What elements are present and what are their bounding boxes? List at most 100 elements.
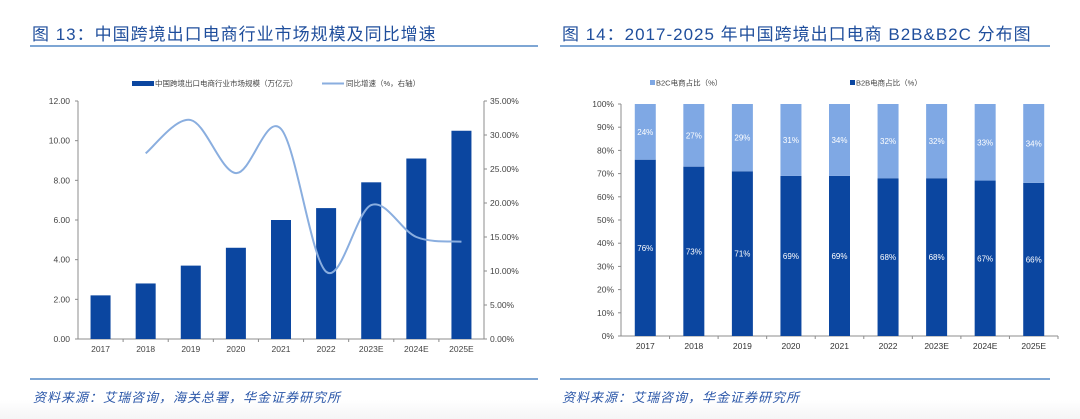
b2b-share-bar — [731, 171, 753, 336]
b2b-data-label: 71% — [734, 250, 750, 259]
b2c-share-bar — [877, 104, 899, 179]
x-tick-label: 2023E — [924, 341, 949, 351]
x-tick-label: 2024E — [973, 341, 998, 351]
y-tick-label: 60% — [597, 192, 614, 202]
right-tick-label: 5.00% — [490, 300, 515, 310]
left-tick-label: 8.00 — [53, 175, 70, 185]
b2c-data-label: 29% — [734, 134, 750, 143]
b2c-share-bar — [829, 104, 850, 176]
left-tick-label: 4.00 — [53, 255, 70, 265]
b2b-share-bar — [683, 166, 705, 336]
b2c-data-label: 32% — [929, 137, 945, 146]
right-tick-label: 30.00% — [490, 130, 519, 140]
market-size-bar — [135, 283, 156, 339]
b2b-data-label: 69% — [783, 252, 799, 261]
x-tick-label: 2017 — [91, 344, 110, 354]
legend-swatch-b2c — [650, 80, 655, 85]
right-tick-label: 0.00% — [490, 334, 515, 344]
x-tick-label: 2025E — [1021, 341, 1046, 351]
market-size-bar — [361, 182, 382, 339]
b2c-share-bar — [634, 104, 656, 160]
market-size-bar — [271, 220, 291, 339]
market-size-chart: 0.00 2.00 4.00 6.00 8.00 10.00 12.00 0.00% 5.00%… — [49, 78, 520, 354]
b2c-data-label: 27% — [686, 131, 702, 140]
b2b-share-bar — [634, 159, 656, 336]
x-tick-label: 2018 — [684, 341, 703, 351]
market-size-bar — [316, 208, 337, 339]
x-tick-label: 2020 — [781, 341, 800, 351]
left-tick-label: 6.00 — [53, 215, 70, 225]
figure-13-source: 资料来源：艾瑞咨询，海关总署，华金证券研究所 — [33, 391, 342, 406]
y-tick-label: 70% — [597, 169, 614, 179]
b2b-b2c-share-chart: 0% 10% 20% 30% 40% 50% 60% 70% 80% 90% 100% 2017 201… — [592, 78, 1059, 351]
x-tick-label: 2021 — [830, 341, 849, 351]
b2b-share-bar — [829, 175, 850, 336]
title-rule — [560, 45, 1050, 47]
b2c-data-label: 24% — [637, 128, 653, 137]
legend-label-b2b: B2B电商占比（%） — [856, 78, 922, 88]
x-tick-label: 2025E — [449, 344, 474, 354]
y-tick-label: 20% — [597, 285, 614, 295]
y-tick-label: 30% — [597, 261, 614, 271]
market-size-bar — [180, 265, 201, 339]
y-tick-label: 80% — [597, 145, 614, 155]
left-tick-label: 12.00 — [49, 96, 71, 106]
right-tick-label: 10.00% — [490, 266, 519, 276]
b2b-share-bar — [877, 178, 899, 336]
figure-14-source: 资料来源：艾瑞咨询，华金证券研究所 — [562, 391, 801, 406]
right-tick-label: 25.00% — [490, 164, 519, 174]
market-size-bar — [406, 158, 427, 339]
right-tick-label: 15.00% — [490, 232, 519, 242]
b2c-data-label: 32% — [880, 137, 896, 146]
b2c-data-label: 34% — [831, 136, 847, 145]
b2b-data-label: 73% — [686, 247, 702, 256]
b2c-share-bar — [683, 104, 705, 167]
figure-14-panel: 图 14：2017-2025 年中国跨境出口电商 B2B&B2C 分布图 0% 1… — [540, 0, 1080, 419]
b2b-share-bar — [974, 180, 996, 336]
b2b-data-label: 66% — [1026, 255, 1042, 264]
source-rule — [560, 378, 1050, 380]
b2c-share-bar — [1023, 104, 1045, 183]
left-tick-label: 2.00 — [53, 294, 70, 304]
legend-label-b2c: B2C电商占比（%） — [656, 78, 722, 88]
right-tick-label: 35.00% — [490, 96, 519, 106]
left-tick-label: 10.00 — [49, 136, 71, 146]
x-tick-label: 2021 — [272, 344, 291, 354]
legend-label-market-size: 中国跨境出口电商行业市场规模（万亿元） — [155, 78, 298, 88]
b2c-share-bar — [974, 104, 996, 181]
b2c-data-label: 34% — [1026, 139, 1042, 148]
left-tick-label: 0.00 — [53, 334, 70, 344]
b2b-data-label: 69% — [831, 252, 847, 261]
y-tick-label: 0% — [602, 331, 615, 341]
b2c-data-label: 33% — [977, 138, 993, 147]
legend-swatch-market-size — [132, 81, 154, 86]
x-tick-label: 2018 — [136, 344, 155, 354]
title-rule — [30, 45, 538, 47]
b2c-share-bar — [780, 104, 802, 176]
figure-14-title: 图 14：2017-2025 年中国跨境出口电商 B2B&B2C 分布图 — [562, 25, 1032, 44]
x-tick-label: 2023E — [359, 344, 384, 354]
x-tick-label: 2024E — [404, 344, 429, 354]
legend-swatch-b2b — [850, 80, 855, 85]
y-tick-label: 40% — [597, 238, 614, 248]
b2b-data-label: 68% — [880, 253, 896, 262]
y-tick-label: 100% — [592, 99, 614, 109]
b2b-data-label: 67% — [977, 254, 993, 263]
b2c-share-bar — [731, 104, 753, 172]
y-tick-label: 10% — [597, 308, 614, 318]
x-tick-label: 2022 — [317, 344, 336, 354]
b2b-share-bar — [1023, 182, 1045, 336]
legend-label-growth: 同比增速（%，右轴） — [346, 78, 420, 88]
figure-13-panel: 图 13：中国跨境出口电商行业市场规模及同比增速 0.00 2.00 4.00 6.0… — [30, 25, 538, 406]
market-size-bar — [225, 247, 246, 339]
b2b-share-bar — [926, 178, 948, 336]
x-tick-label: 2019 — [733, 341, 752, 351]
market-size-bar — [90, 295, 111, 339]
x-tick-label: 2019 — [181, 344, 200, 354]
figure-13-title: 图 13：中国跨境出口电商行业市场规模及同比增速 — [32, 25, 437, 44]
y-tick-label: 50% — [597, 215, 614, 225]
b2c-share-bar — [926, 104, 948, 179]
b2b-share-bar — [780, 175, 802, 336]
growth-rate-line — [145, 119, 462, 275]
right-tick-label: 20.00% — [490, 198, 519, 208]
